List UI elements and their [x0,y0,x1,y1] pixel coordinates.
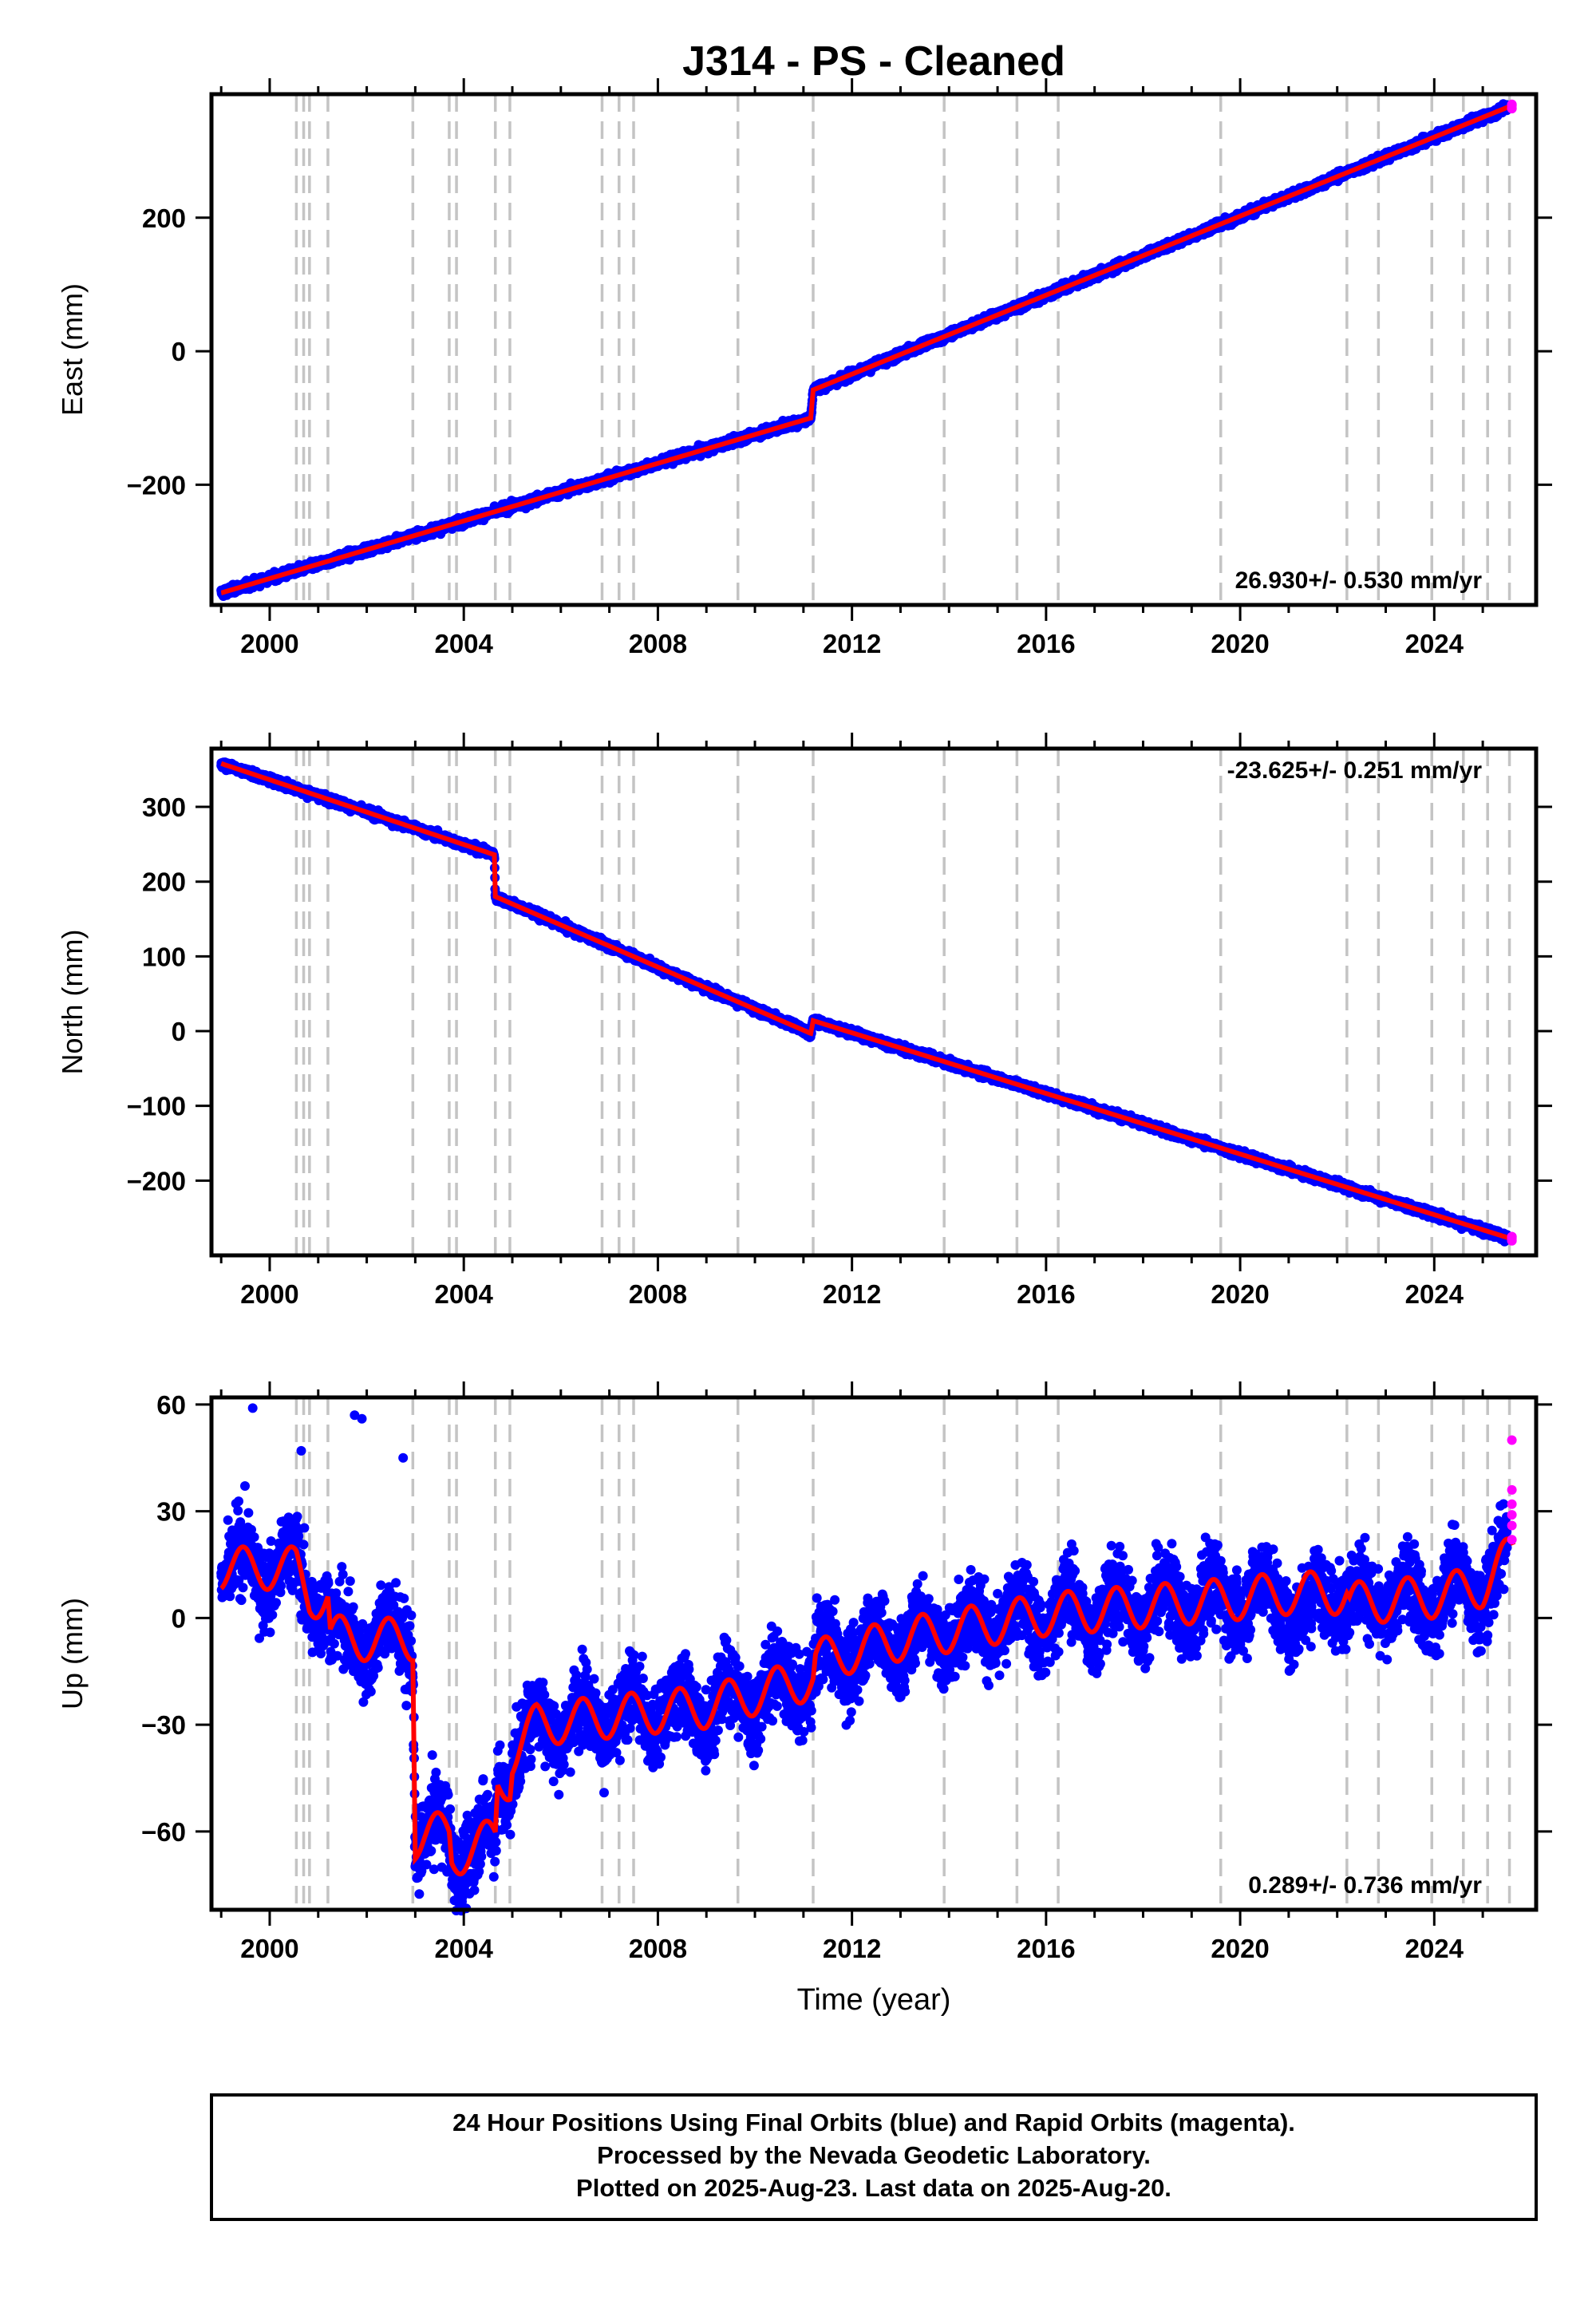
chart-title: J314 - PS - Cleaned [682,38,1065,85]
final-orbit-points [216,99,1512,601]
east-panel: 2000 2004 2008 2012 2016 2020 2024−2000200East… [56,78,1552,658]
event-lines [294,94,1511,605]
